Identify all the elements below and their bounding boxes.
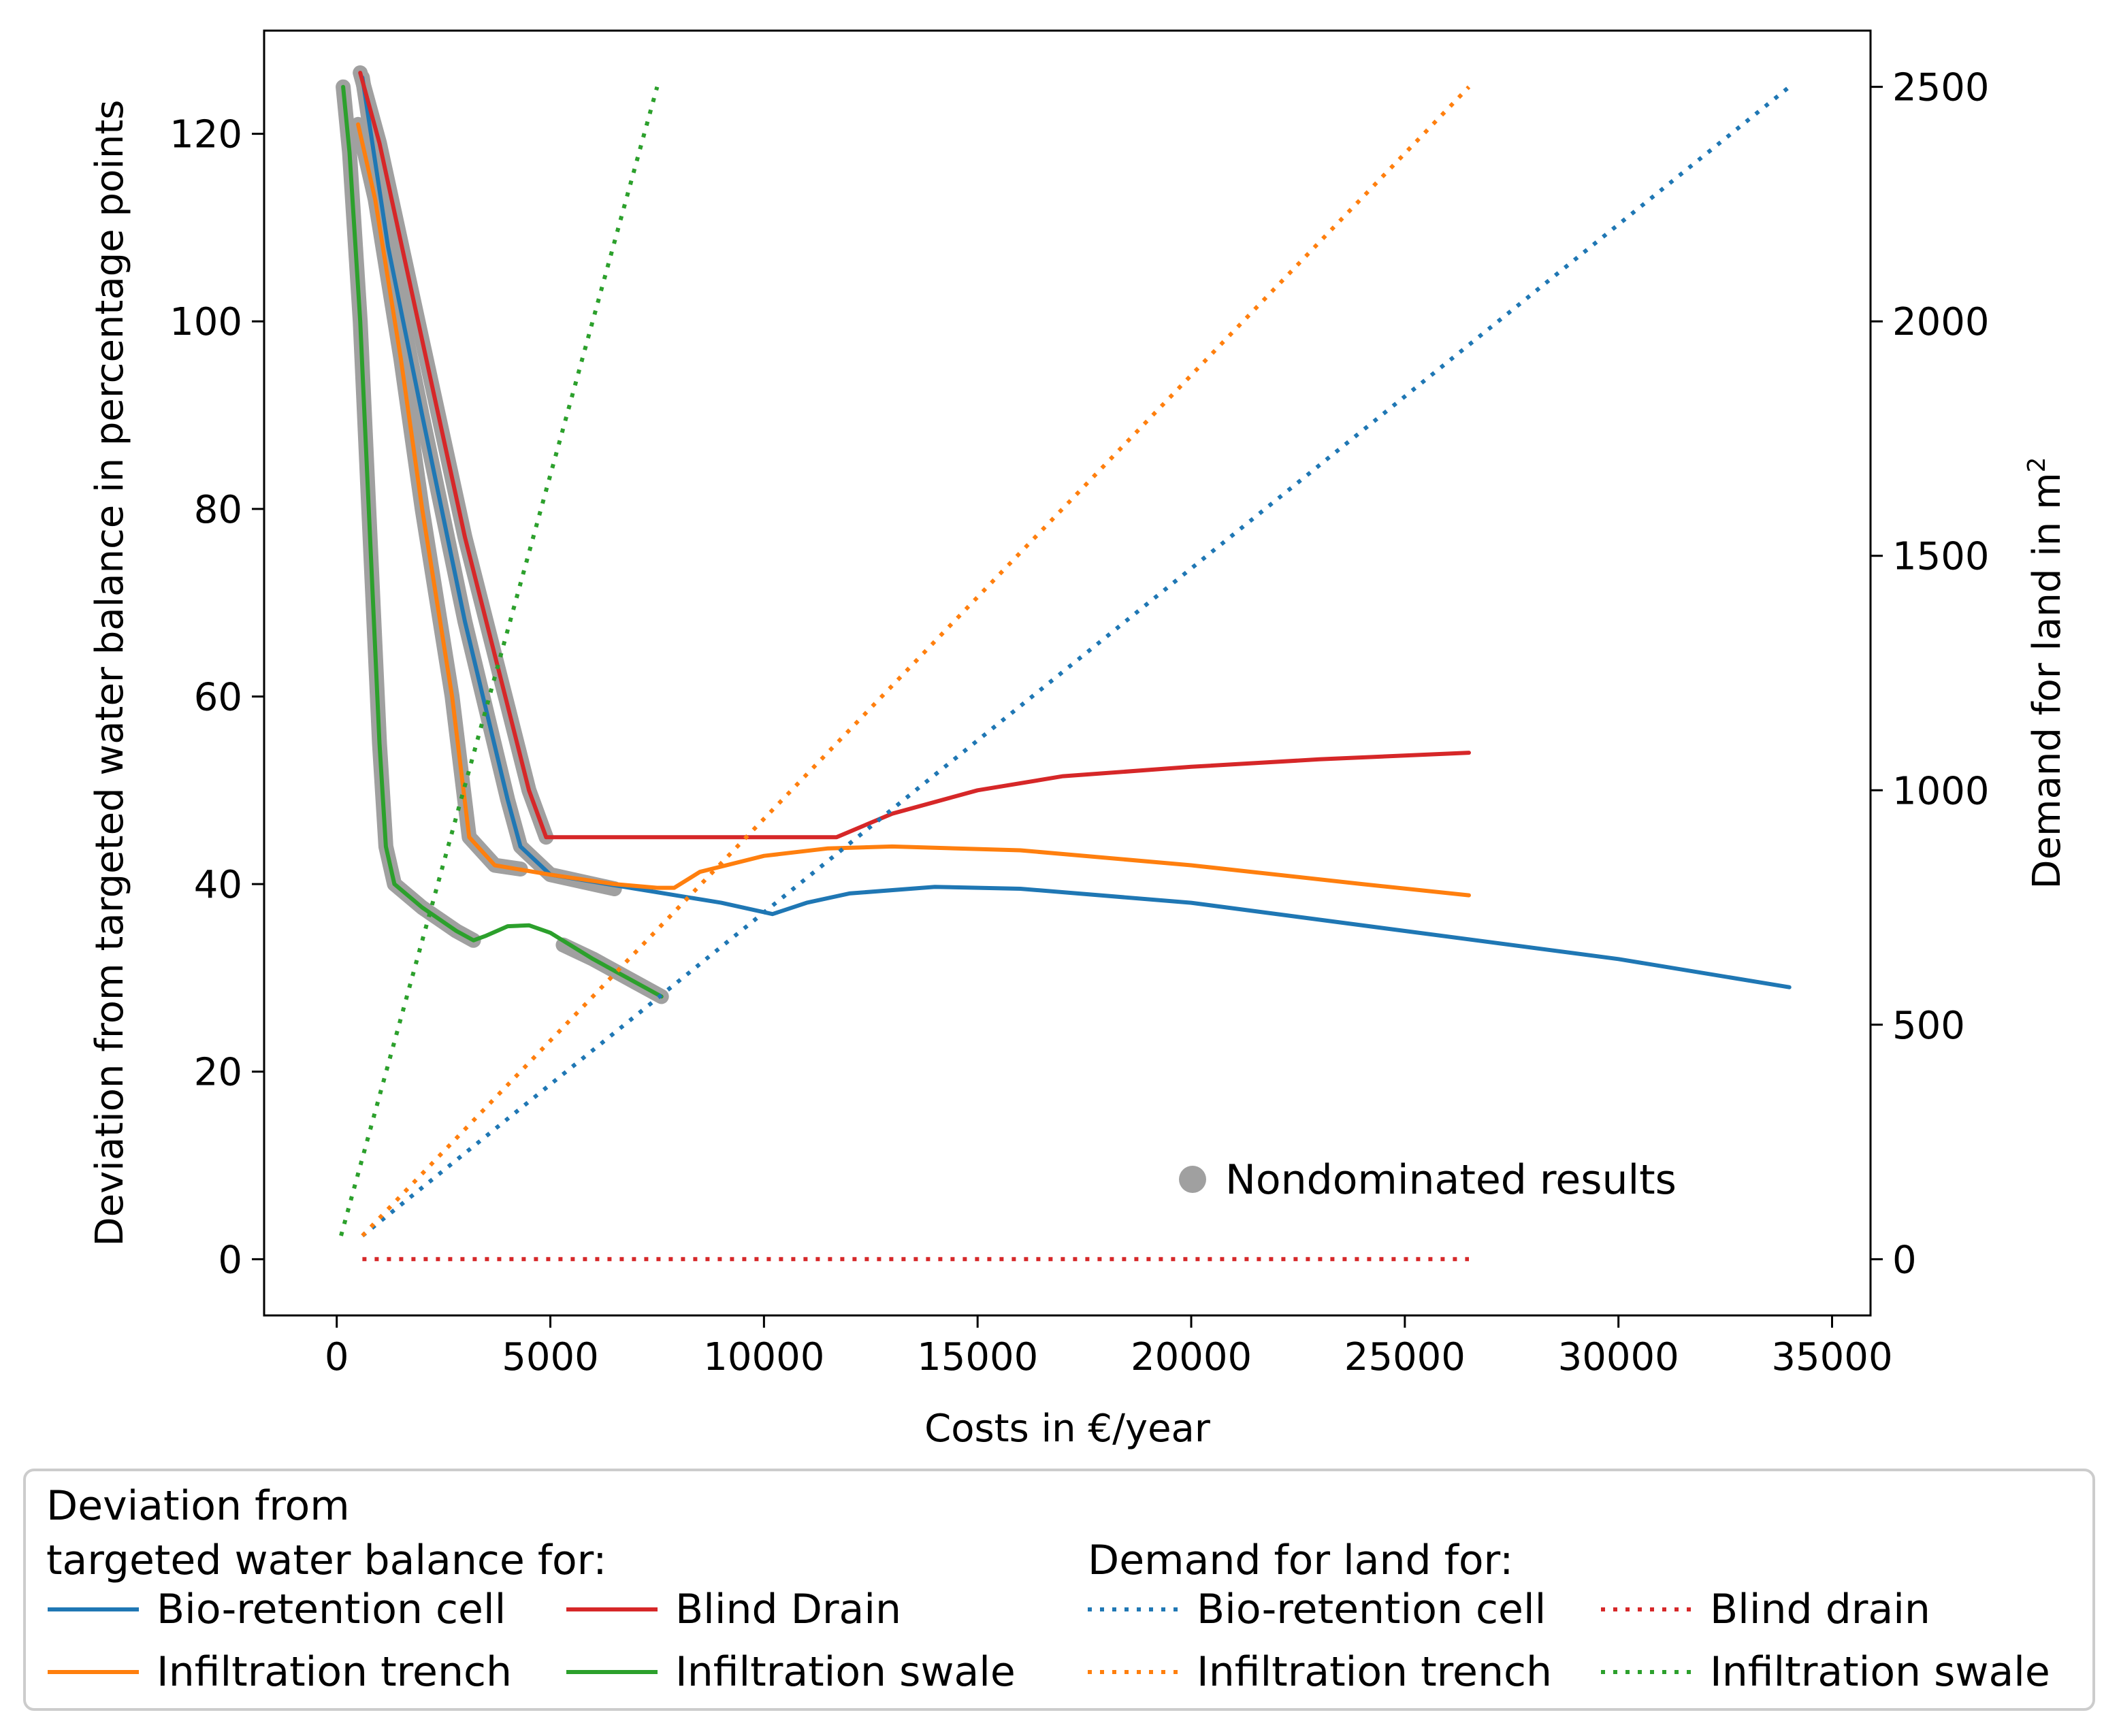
x-tick-label: 15000 — [917, 1335, 1038, 1379]
deviation-series-blind-drain — [358, 71, 1471, 840]
x-tick-label: 5000 — [502, 1335, 599, 1379]
x-tick-label: 25000 — [1344, 1335, 1466, 1379]
legend: Deviation from targeted water balance fo… — [23, 1469, 2095, 1711]
y-left-tick-label: 80 — [194, 488, 242, 532]
y-left-tick-label: 60 — [194, 675, 242, 719]
y-axis-right-label-superscript: 2 — [2023, 457, 2051, 472]
nondominated-marker — [1179, 1166, 1206, 1193]
legend-label-infiltration-trench-dotted: Infiltration trench — [1197, 1648, 1552, 1696]
y-axis-left: 0 20 40 60 80 100 120 — [169, 113, 264, 1282]
series-layer — [339, 71, 1792, 1262]
y-right-tick-label: 1000 — [1892, 769, 1990, 813]
legend-label-blind-drain-solid: Blind Drain — [675, 1586, 901, 1633]
y-left-tick-label: 100 — [169, 300, 242, 344]
legend-label-infiltration-trench-solid: Infiltration trench — [157, 1648, 512, 1696]
x-tick-label: 10000 — [703, 1335, 824, 1379]
deviation-series-infiltration-swale — [341, 84, 664, 999]
legend-frame — [23, 1469, 2095, 1711]
plot-frame — [263, 29, 1872, 1317]
y-right-tick-label: 0 — [1892, 1238, 1917, 1282]
y-left-tick-label: 0 — [218, 1238, 242, 1282]
legend-label-blind-drain-dotted: Blind drain — [1710, 1586, 1930, 1633]
nondominated-label: Nondominated results — [1225, 1156, 1677, 1204]
y-right-tick-label: 2500 — [1892, 66, 1990, 110]
land-series-bio-retention-cell — [361, 85, 1791, 1238]
nondominated-legend: Nondominated results — [1179, 1156, 1677, 1204]
legend-label-bio-retention-cell-solid: Bio-retention cell — [157, 1586, 506, 1633]
nondominated-nondominated-bio-retention-4 — [355, 69, 622, 896]
deviation-series-infiltration-trench — [356, 122, 1471, 898]
legend-title-right: Demand for land for: — [1088, 1537, 1513, 1584]
x-tick-label: 20000 — [1131, 1335, 1252, 1379]
y-left-tick-label: 40 — [194, 863, 242, 907]
y-right-tick-label: 2000 — [1892, 300, 1990, 344]
legend-title-left-line1: Deviation from — [46, 1482, 350, 1530]
land-series-infiltration-swale — [339, 86, 660, 1237]
land-series-infiltration-trench — [361, 85, 1471, 1237]
legend-label-bio-retention-cell-dotted: Bio-retention cell — [1197, 1586, 1546, 1633]
y-axis-right-label-text: Demand for land in m — [2025, 472, 2069, 889]
nondominated-series-layer — [336, 65, 669, 1004]
deviation-series-bio-retention-cell — [360, 75, 1792, 989]
x-axis-label: Costs in €/year — [924, 1407, 1211, 1451]
y-left-tick-label: 20 — [194, 1051, 242, 1095]
legend-items: Bio-retention cell Blind Drain Infiltratio… — [48, 1586, 2050, 1696]
legend-title-left-line2: targeted water balance for: — [46, 1537, 606, 1584]
y-axis-left-label: Deviation from targeted water balance in… — [88, 100, 132, 1247]
legend-label-infiltration-swale-solid: Infiltration swale — [675, 1648, 1016, 1696]
y-right-tick-label: 1500 — [1892, 535, 1990, 579]
x-axis: 0 5000 10000 15000 20000 25000 30000 35000 — [325, 1315, 1893, 1379]
x-tick-label: 0 — [325, 1335, 349, 1379]
x-tick-label: 30000 — [1558, 1335, 1679, 1379]
y-left-tick-label: 120 — [169, 113, 242, 157]
y-right-tick-label: 500 — [1892, 1004, 1965, 1048]
y-axis-right: 0 500 1000 1500 2000 2500 — [1871, 66, 1990, 1282]
y-axis-right-label: Demand for land in m2 — [2023, 457, 2069, 889]
legend-label-infiltration-swale-dotted: Infiltration swale — [1710, 1648, 2050, 1696]
x-tick-label: 35000 — [1771, 1335, 1892, 1379]
